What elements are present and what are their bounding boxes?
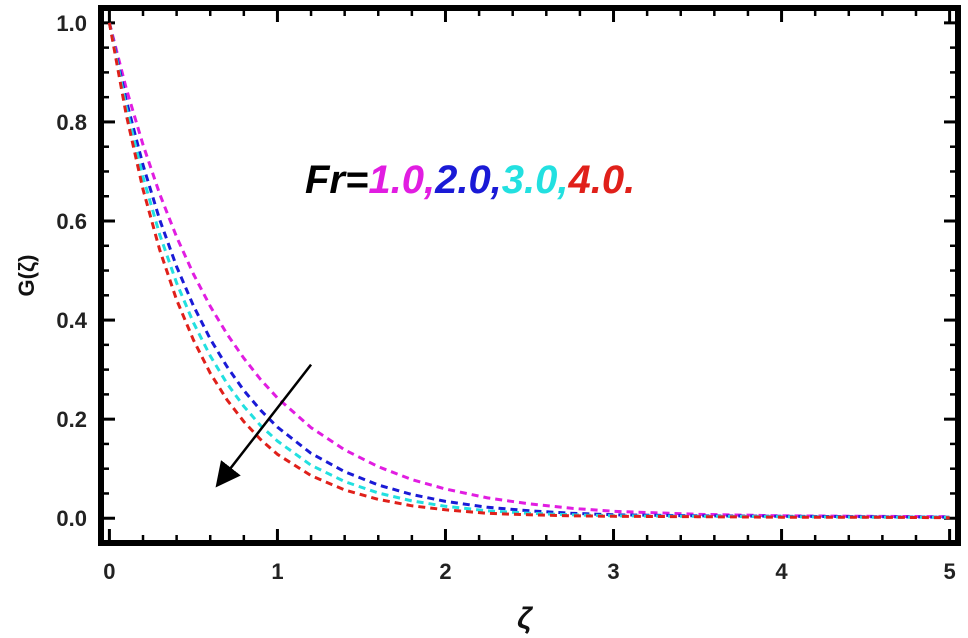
annotation-value-4: 4.0. [568,158,636,202]
arrow-layer [215,363,313,488]
x-tick-label: 3 [607,559,619,584]
series-layer [107,22,950,520]
annotation-value-2: 2.0, [434,158,502,202]
x-tick-label: 4 [775,559,788,584]
y-axis-label: G(ζ) [14,255,39,297]
series-line-3 [107,22,950,519]
y-tick-label: 0.6 [56,209,87,234]
x-tick-label: 0 [103,559,115,584]
annotation-value-1: 1.0, [368,158,435,202]
y-tick-label: 0.8 [56,110,87,135]
x-tick-label: 2 [439,559,451,584]
plot-frame [98,5,961,546]
annotation-prefix: Fr= [305,158,368,202]
y-tick-label: 0.2 [56,407,87,432]
fr-annotation: Fr=1.0,2.0,3.0,4.0. [305,158,635,202]
y-tick-label: 0.0 [56,506,87,531]
y-tick-label: 1.0 [56,11,87,36]
annotation-value-3: 3.0, [502,158,569,202]
series-line-1 [107,22,950,519]
trend-arrow [215,363,313,488]
x-axis-label: ζ [517,602,533,635]
y-tick-label: 0.4 [56,308,87,333]
x-tick-label: 1 [271,559,283,584]
series-line-4 [107,22,950,520]
ticks-layer: 0 1 2 3 4 5 0.0 0.2 0.4 0.6 0.8 1.0 [56,8,958,584]
x-tick-label: 5 [943,559,955,584]
series-line-2 [107,22,950,519]
